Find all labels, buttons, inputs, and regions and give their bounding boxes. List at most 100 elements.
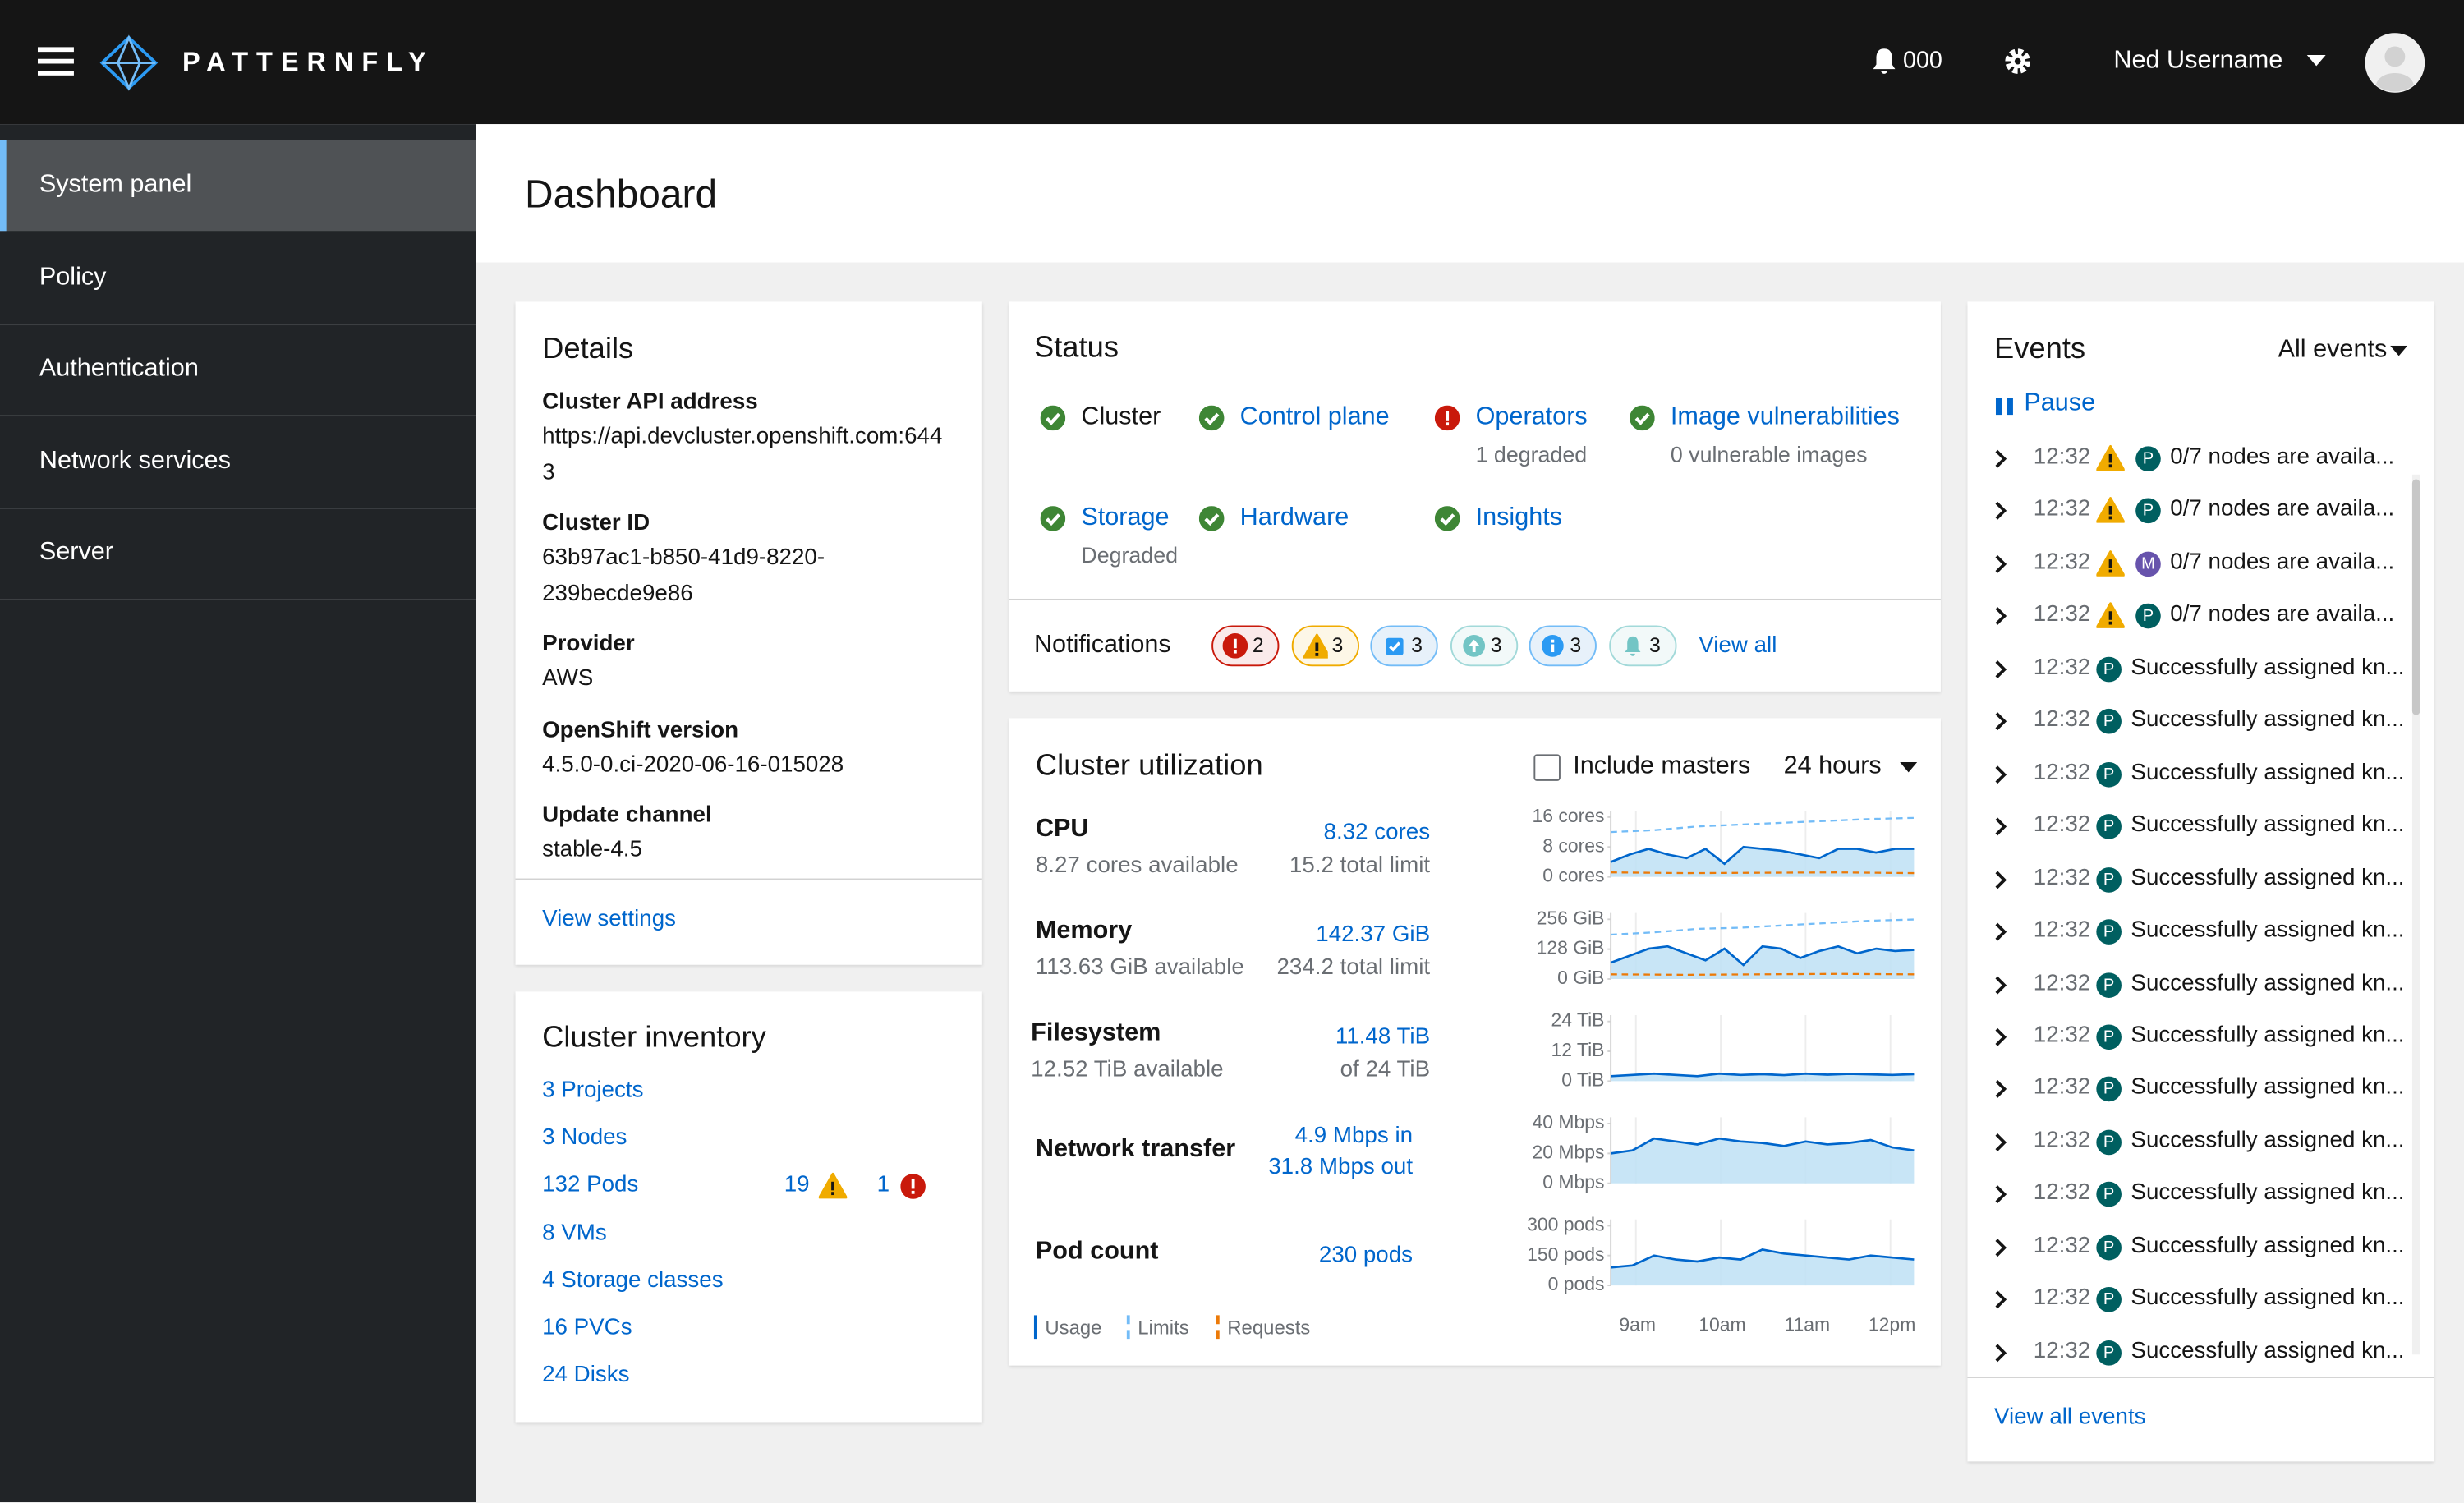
metric-value[interactable]: 230 pods [1318, 1243, 1414, 1269]
pod-warning-count[interactable]: 19 [784, 1172, 810, 1197]
metric-available: 113.63 GiB available [1035, 955, 1244, 981]
bell-icon[interactable] [1872, 47, 1897, 75]
y-tick-label: 20 Mbps [1532, 1141, 1604, 1162]
notification-badge[interactable]: 2 [1211, 625, 1280, 667]
view-settings-link[interactable]: View settings [542, 906, 677, 932]
usage-line [1611, 1248, 1915, 1269]
details-value: 4.5.0-0.ci-2020-06-16-015028 [542, 752, 844, 778]
inventory-link[interactable]: 3 Projects [542, 1078, 644, 1104]
avatar[interactable] [2365, 33, 2425, 93]
event-row[interactable]: 12:32 P 0/7 nodes are availa... [1967, 442, 2407, 476]
resource-badge: P [2096, 972, 2122, 997]
inventory-link[interactable]: 24 Disks [542, 1363, 630, 1388]
notification-badge[interactable]: 3 [1370, 625, 1438, 667]
settings-icon[interactable] [2003, 47, 2031, 75]
user-name[interactable]: Ned Username [2113, 47, 2283, 74]
pod-error-count[interactable]: 1 [876, 1172, 890, 1197]
status-label[interactable]: Image vulnerabilities [1670, 403, 1900, 431]
notification-badge[interactable]: 3 [1450, 625, 1518, 667]
event-row[interactable]: 12:32 P Successfully assigned kn... [1967, 810, 2407, 844]
status-label[interactable]: Storage [1081, 504, 1170, 531]
checkbox[interactable] [1533, 754, 1561, 781]
event-row[interactable]: 12:32 P Successfully assigned kn... [1967, 1073, 2407, 1107]
resource-badge: P [2096, 1077, 2122, 1102]
event-row[interactable]: 12:32 P 0/7 nodes are availa... [1967, 600, 2407, 634]
notification-badge[interactable]: 3 [1608, 625, 1676, 667]
nav-item[interactable]: Network services [0, 416, 476, 508]
notifications-label: Notifications [1033, 632, 1171, 659]
legend-label: Limits [1138, 1317, 1189, 1340]
event-row[interactable]: 12:32 M 0/7 nodes are availa... [1967, 547, 2407, 581]
metric-value[interactable]: 4.9 Mbps in [1294, 1124, 1414, 1149]
event-row[interactable]: 12:32 P Successfully assigned kn... [1967, 862, 2407, 897]
event-time: 12:32 [2033, 760, 2091, 786]
nav-label[interactable]: Policy [39, 263, 107, 291]
status-label[interactable]: Operators [1475, 403, 1588, 431]
inventory-link[interactable]: 16 PVCs [542, 1315, 632, 1341]
nav-label[interactable]: System panel [39, 171, 192, 199]
nav-item[interactable]: Policy [0, 232, 476, 325]
inventory-link[interactable]: 3 Nodes [542, 1125, 627, 1151]
y-tick-label: 24 TiB [1551, 1010, 1604, 1030]
event-row[interactable]: 12:32 P Successfully assigned kn... [1967, 1230, 2407, 1265]
menu-toggle[interactable] [37, 45, 76, 76]
error-icon [1434, 405, 1460, 431]
range-select[interactable]: 24 hours [1783, 752, 1882, 779]
metric-value[interactable]: 142.37 GiB [1316, 922, 1431, 948]
event-row[interactable]: 12:32 P Successfully assigned kn... [1967, 652, 2407, 687]
details-label: Provider [542, 632, 635, 657]
event-row[interactable]: 12:32 P Successfully assigned kn... [1967, 1125, 2407, 1160]
nav-item[interactable]: Server [0, 508, 476, 600]
user-caret [2306, 54, 2326, 67]
view-all-link[interactable]: View all [1699, 633, 1777, 659]
sparkline: 24 TiB 12 TiB 0 TiB [1551, 1010, 1915, 1090]
status-label[interactable]: Control plane [1239, 403, 1390, 431]
inventory-link[interactable]: 132 Pods [542, 1173, 639, 1198]
nav-label[interactable]: Network services [39, 447, 231, 474]
event-text: Successfully assigned kn... [2131, 1128, 2405, 1154]
notification-badge[interactable]: 3 [1290, 625, 1359, 667]
notification-badge[interactable]: 3 [1529, 625, 1597, 667]
metric-value[interactable]: 11.48 TiB [1335, 1024, 1431, 1050]
metric-limit: 15.2 total limit [1289, 853, 1431, 879]
sparkline: 40 Mbps 20 Mbps 0 Mbps [1532, 1113, 1915, 1193]
notification-count: 3 [1411, 633, 1423, 657]
nav-item[interactable]: System panel [0, 140, 476, 232]
ok-icon [1198, 506, 1225, 531]
event-row[interactable]: 12:32 P Successfully assigned kn... [1967, 968, 2407, 1002]
limits-line [1611, 816, 1915, 834]
details-label: Cluster ID [542, 510, 650, 536]
nav-label[interactable]: Authentication [39, 355, 199, 382]
event-row[interactable]: 12:32 P Successfully assigned kn... [1967, 1283, 2407, 1317]
include-masters[interactable]: Include masters [1573, 752, 1751, 779]
y-tick-label: 40 Mbps [1532, 1113, 1604, 1133]
nav-label[interactable]: Server [39, 539, 113, 566]
event-time: 12:32 [2033, 917, 2091, 944]
event-row[interactable]: 12:32 P Successfully assigned kn... [1967, 705, 2407, 739]
event-row[interactable]: 12:32 P Successfully assigned kn... [1967, 757, 2407, 792]
limits-line [1611, 918, 1915, 936]
view-all-events-link[interactable]: View all events [1993, 1404, 2146, 1431]
status-label[interactable]: Insights [1475, 504, 1563, 531]
resource-badge: M [2135, 551, 2161, 577]
events-filter[interactable]: All events [2278, 336, 2388, 363]
inventory-link[interactable]: 8 VMs [542, 1220, 607, 1246]
status-label[interactable]: Hardware [1239, 504, 1349, 531]
usage-area [1611, 1138, 1915, 1184]
expand-chevron [1995, 1290, 2007, 1309]
expand-chevron [1995, 1185, 2007, 1204]
event-row[interactable]: 12:32 P 0/7 nodes are availa... [1967, 494, 2407, 529]
resource-badge: P [2096, 1024, 2122, 1050]
event-row[interactable]: 12:32 P Successfully assigned kn... [1967, 1178, 2407, 1212]
event-row[interactable]: 12:32 P Successfully assigned kn... [1967, 1020, 2407, 1055]
y-tick-label: 0 TiB [1561, 1069, 1604, 1090]
pause-button[interactable]: Pause [2024, 389, 2096, 417]
resource-badge: P [2135, 604, 2161, 629]
metric-value[interactable]: 8.32 cores [1323, 820, 1431, 846]
event-row[interactable]: 12:32 P Successfully assigned kn... [1967, 1335, 2407, 1370]
inventory-link[interactable]: 4 Storage classes [542, 1267, 724, 1294]
nav-item[interactable]: Authentication [0, 324, 476, 417]
metric-value-out[interactable]: 31.8 Mbps out [1268, 1155, 1414, 1180]
y-tick-label: 0 cores [1542, 865, 1604, 886]
event-row[interactable]: 12:32 P Successfully assigned kn... [1967, 915, 2407, 949]
